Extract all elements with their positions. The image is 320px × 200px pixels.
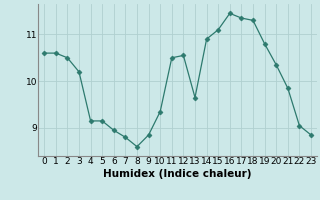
X-axis label: Humidex (Indice chaleur): Humidex (Indice chaleur) — [103, 169, 252, 179]
